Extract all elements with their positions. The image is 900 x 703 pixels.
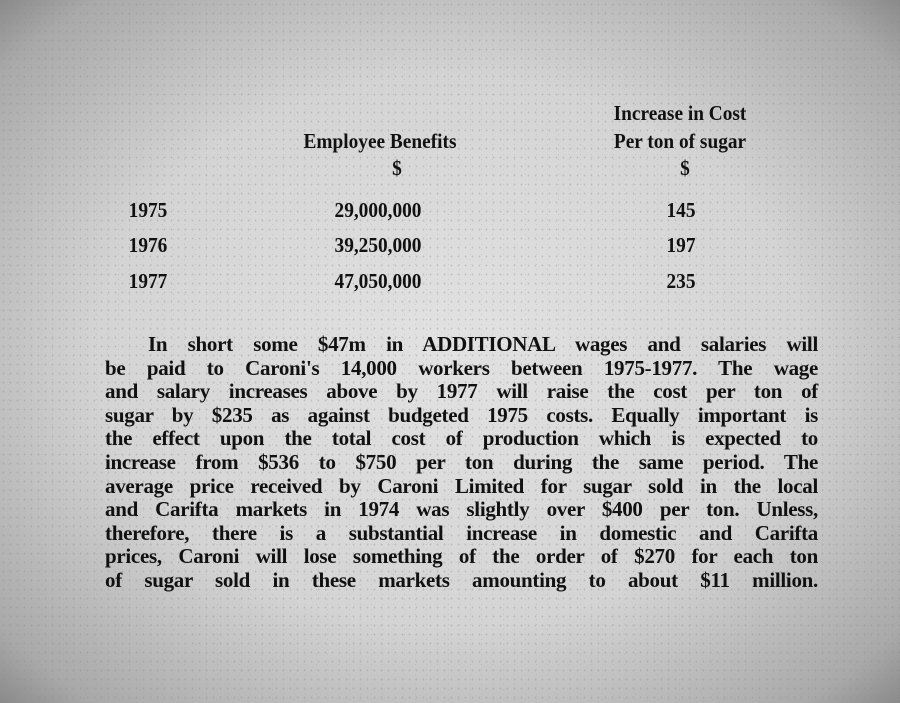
- row-year: 1977: [128, 269, 168, 293]
- row-cost: 197: [666, 233, 696, 257]
- cost-header-line1: Increase in Cost: [613, 101, 747, 125]
- benefits-unit: $: [392, 156, 402, 180]
- paragraph-line: of sugar sold in these markets amounting…: [105, 567, 818, 592]
- paragraph-line: sugar by $235 as against budgeted 1975 c…: [105, 402, 818, 427]
- paragraph-line: therefore, there is a substantial increa…: [105, 520, 818, 545]
- body-paragraph: In short some $47m in ADDITIONAL wages a…: [105, 332, 818, 593]
- row-benefits: 29,000,000: [334, 198, 422, 222]
- cost-header-line2: Per ton of sugar: [613, 129, 747, 153]
- row-cost: 235: [666, 269, 696, 293]
- paragraph-line: prices, Caroni will lose something of th…: [105, 544, 818, 569]
- row-cost: 145: [666, 198, 696, 222]
- row-year: 1976: [128, 233, 168, 257]
- row-benefits: 39,250,000: [334, 233, 422, 257]
- paragraph-line: In short some $47m in ADDITIONAL wages a…: [148, 332, 818, 356]
- cost-unit: $: [680, 156, 690, 180]
- paragraph-line: increase from $536 to $750 per ton durin…: [105, 449, 818, 474]
- paragraph-line: and salary increases above by 1977 will …: [105, 379, 818, 404]
- paragraph-line: the effect upon the total cost of produc…: [105, 426, 818, 451]
- paragraph-line: average price received by Caroni Limited…: [105, 473, 818, 498]
- row-benefits: 47,050,000: [334, 269, 422, 293]
- paragraph-line: and Carifta markets in 1974 was slightly…: [105, 497, 818, 522]
- benefits-header: Employee Benefits: [303, 129, 457, 153]
- row-year: 1975: [128, 198, 168, 222]
- paragraph-line: be paid to Caroni's 14,000 workers betwe…: [105, 355, 818, 380]
